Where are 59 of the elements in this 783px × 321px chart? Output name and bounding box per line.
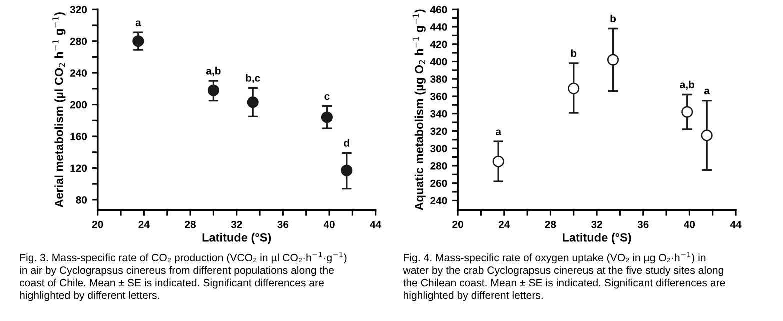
point: [492, 156, 504, 168]
y-tick-label: 120: [70, 164, 88, 172]
y-tick-label: 200: [70, 101, 88, 109]
y-tick-label: 440: [430, 24, 448, 31]
y-tick-label: 420: [430, 40, 448, 48]
point: [568, 82, 580, 94]
y-tick-label: 240: [430, 197, 448, 205]
y-tick-label: 160: [70, 133, 88, 140]
y-tick-label: 380: [430, 76, 448, 83]
x-tick-label: 36: [638, 220, 649, 228]
x-tick-label: 44: [370, 221, 382, 228]
annotation: b: [610, 14, 616, 23]
x-tick-label: 40: [324, 220, 335, 228]
y-axis-title: Aquatic metabolism (µg O$_{2}$ h$^{−1}$ g$^{−1}$): [412, 10, 426, 211]
x-tick-label: 40: [684, 220, 696, 228]
x-tick-label: 24: [138, 220, 150, 228]
caption: Fig. 4. Mass-specific rate of oxygen uptake (VO₂ in µg O₂·h$^{−1}$) in water by the crab Cyclograpsus cinereus at the five study sites along the Chilean coast. Mean ± SE is indicated. Significant differences are highlighted by different letters.: [403, 252, 726, 302]
y-tick-label: 360: [430, 92, 448, 100]
x-tick-label: 32: [231, 220, 242, 228]
point: [682, 106, 694, 118]
annotation: a: [496, 130, 502, 136]
point: [607, 54, 620, 66]
y-tick-label: 80: [76, 196, 88, 204]
annotation: d: [344, 139, 350, 147]
y-tick-label: 320: [430, 128, 448, 136]
annotation: a,b: [206, 67, 221, 76]
annotation: b: [571, 50, 577, 58]
y-tick-label: 320: [70, 6, 88, 14]
x-tick-label: 20: [452, 220, 464, 228]
point: [701, 130, 713, 142]
point: [341, 164, 353, 176]
annotation: a: [136, 20, 142, 26]
annotation: b,c: [246, 74, 260, 84]
x-tick-label: 24: [498, 220, 510, 228]
y-tick-label: 340: [430, 110, 448, 118]
y-tick-label: 280: [70, 38, 88, 46]
point: [208, 84, 220, 96]
y-tick-label: 280: [430, 162, 448, 170]
x-tick-label: 36: [278, 220, 289, 228]
y-tick-label: 400: [430, 58, 448, 66]
caption: Fig. 3. Mass-specific rate of CO₂ production (VCO₂ in µl CO₂·h$^{−1}$·g$^{−1}$) in air by Cyclograpsus cinereus from different populations along the coast of Chile. Mean ± SE is indicated. Significant differences are highlighted by different letters.: [20, 252, 347, 302]
x-tick-label: 32: [591, 220, 602, 228]
y-tick-label: 260: [430, 180, 448, 188]
y-tick-label: 460: [430, 6, 448, 14]
y-tick-label: 240: [70, 70, 88, 77]
y-tick-label: 300: [430, 145, 448, 152]
point: [132, 36, 144, 48]
point: [321, 112, 333, 124]
annotation: c: [324, 94, 330, 100]
y-axis-title: Aerial metabolism (µl CO$_{2}$ h$^{−1}$ g$^{−1}$): [52, 12, 66, 208]
annotation: a: [704, 88, 710, 95]
x-tick-label: 28: [185, 220, 196, 228]
x-tick-label: 28: [545, 220, 556, 228]
point: [247, 96, 259, 108]
x-tick-label: 44: [730, 221, 742, 228]
x-axis-title: Latitude (°S): [563, 233, 632, 244]
x-tick-label: 20: [92, 220, 104, 228]
x-axis-title: Latitude (°S): [202, 233, 272, 244]
annotation: a,b: [680, 80, 694, 90]
